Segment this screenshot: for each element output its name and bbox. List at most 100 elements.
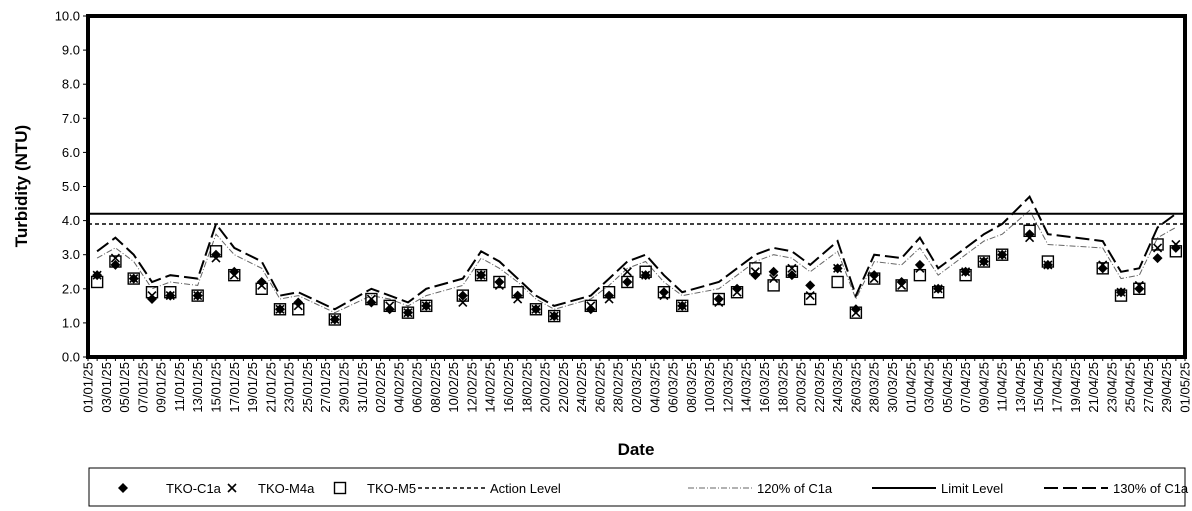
x-tick-label: 22/02/25 [556,362,571,413]
tko-c1a-point [622,276,633,287]
tko-m5-point [867,272,881,285]
x-tick-label: 14/02/25 [483,362,498,413]
y-axis: 0.0 1.0 2.0 3.0 4.0 5.0 6.0 7.0 8.0 9.0 10.0 [55,9,88,365]
tko-m5-point [676,299,689,313]
x-tick-label: 06/02/25 [410,362,425,413]
y-tick-label: 10.0 [55,9,80,24]
tko-m4a-point [915,263,925,273]
x-tick-label: 27/01/25 [318,362,333,413]
tko-m5-point [191,289,204,302]
tko-m5-point [803,292,817,306]
tko-m5-point [849,306,863,319]
tko-m5-point [749,262,762,275]
tko-m5-point [995,248,1009,261]
tko-m4a-point [531,304,541,314]
tko-m5-point [1151,238,1164,251]
legend-tko-m4a-label: TKO-M4a [258,481,315,496]
x-tick-label: 18/03/25 [775,362,790,413]
tko-m5-point [730,286,744,299]
tko-c1a-point [494,276,505,287]
y-tick-label: 8.0 [62,77,80,92]
x-tick-label: 31/01/25 [355,362,370,413]
tko-m5-point [164,286,177,299]
tko-m5-point [328,313,342,326]
x-tick-label: 28/02/25 [611,362,626,413]
tko-m4a-point [586,301,596,311]
tko-m4a-point [732,287,742,297]
x-tick-label: 19/04/25 [1068,362,1083,413]
tko-m4a-point [833,263,843,273]
legend-action-level-label: Action Level [490,481,561,496]
x-tick-label: 07/04/25 [958,362,973,413]
tko-m5-point [831,275,844,289]
tko-m5-point [228,268,241,282]
x-tick-label: 23/01/25 [282,362,297,413]
tko-m4a-point [549,311,559,321]
legend-tko-m5-symbol [333,481,347,495]
tko-m4a-point [330,314,340,325]
y-tick-label: 5.0 [62,179,80,194]
x-tick-label: 16/02/25 [501,362,516,413]
x-tick-label: 07/01/25 [135,362,150,413]
x-tick-label: 25/01/25 [300,362,315,413]
tko-m5-point [1114,289,1128,302]
tko-m4a-point [513,294,523,304]
tko-m4a-point [92,270,102,280]
x-tick-label: 21/04/25 [1086,362,1101,413]
x-tick-label: 04/03/25 [647,362,662,413]
tko-m5-point [511,286,524,299]
x-tick-label: 16/03/25 [757,362,772,413]
x-tick-label: 12/03/25 [720,362,735,413]
x-tick-label: 13/04/25 [1013,362,1028,413]
tko-m5-point [913,268,927,282]
tko-m4a-point [458,297,468,308]
tko-m5-point [365,292,378,306]
tko-m5-point [456,289,470,302]
x-tick-label: 25/04/25 [1123,362,1138,413]
y-tick-label: 1.0 [62,315,80,330]
x-tick-label: 08/02/25 [428,362,443,413]
tko-m4a-point [1025,233,1035,243]
tko-m5-point [602,286,616,299]
x-tick-label: 03/01/25 [99,362,114,413]
tko-m5-point [1096,262,1109,275]
plot-markers [90,224,1183,326]
tko-m5-point [529,303,543,316]
tko-m4a-point [403,308,413,318]
tko-c1a-point [210,249,221,260]
x-axis: 01/01/25 03/01/25 05/01/25 07/01/25 09/01/25… [81,357,1192,413]
tko-m5-point [977,255,991,268]
legend-tko-m4a-symbol [227,483,237,493]
130pct-of-c1a-line [96,195,1177,311]
tko-c1a-point [457,290,468,301]
tko-m4a-point [897,280,907,290]
x-tick-label: 17/04/25 [1050,362,1065,413]
x-tick-label: 23/04/25 [1104,362,1119,413]
tko-m4a-point [997,250,1007,260]
tko-m5-point [1169,245,1183,258]
tko-c1a-point [750,270,761,281]
y-tick-label: 9.0 [62,43,80,58]
x-tick-label: 14/03/25 [739,362,754,413]
tko-m5-point [255,282,268,295]
legend-box [88,467,1186,507]
x-tick-label: 28/03/25 [867,362,882,413]
x-tick-label: 10/02/25 [446,362,461,413]
legend-tko-c1a-label: TKO-C1a [166,481,222,496]
tko-m5-point [621,275,634,289]
legend-130pct-of-c1a-label: 130% of C1a [1113,481,1189,496]
tko-m5-point [1041,255,1055,268]
tko-m4a-point [1153,243,1163,253]
tko-c1a-point [713,294,724,305]
x-tick-label: 01/04/25 [903,362,918,413]
y-tick-label: 0.0 [62,350,80,365]
tko-m5-point [895,279,908,292]
tko-m5-point [657,286,671,299]
tko-m4a-point [421,301,431,311]
tko-m5-point [493,275,506,289]
x-tick-label: 11/01/25 [172,362,187,412]
x-tick-label: 30/03/25 [885,362,900,413]
x-tick-label: 05/04/25 [940,362,955,413]
tko-m5-point [292,303,305,316]
tko-m4a-point [275,304,285,314]
